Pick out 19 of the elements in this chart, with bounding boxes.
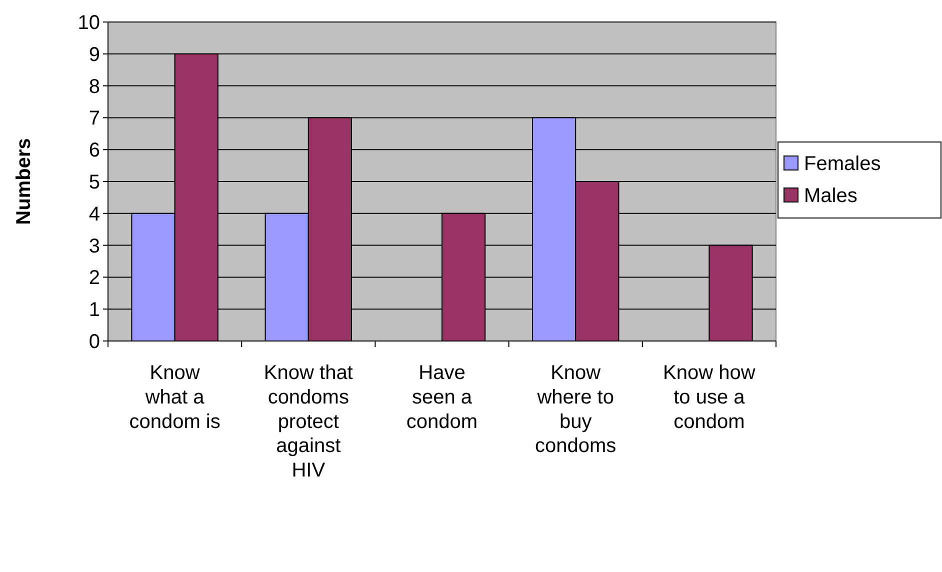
x-tick-label: Have seen a condom [406, 362, 478, 433]
y-tick-label: 0 [88, 331, 100, 353]
y-tick-label: 4 [88, 203, 100, 226]
legend-label: Females [804, 153, 881, 175]
x-tick-label: Know where to buy condoms [535, 362, 616, 458]
y-tick-label: 10 [78, 12, 100, 34]
y-tick-label: 9 [88, 44, 100, 66]
y-tick-label: 2 [88, 267, 100, 290]
y-axis-title: Numbers [13, 138, 35, 225]
x-tick-label: Know what a condom is [129, 362, 220, 433]
y-tick-label: 3 [88, 235, 100, 258]
y-tick-label: 8 [88, 76, 100, 98]
x-tick-label: Know how to use a condom [663, 362, 756, 433]
y-tick-label: 6 [88, 140, 100, 162]
y-tick-label: 7 [88, 108, 100, 130]
x-tick-label: Know that condoms protect against HIV [264, 362, 354, 482]
legend-label: Males [804, 185, 858, 207]
y-tick-label: 5 [88, 172, 100, 194]
y-tick-label: 1 [88, 299, 100, 322]
